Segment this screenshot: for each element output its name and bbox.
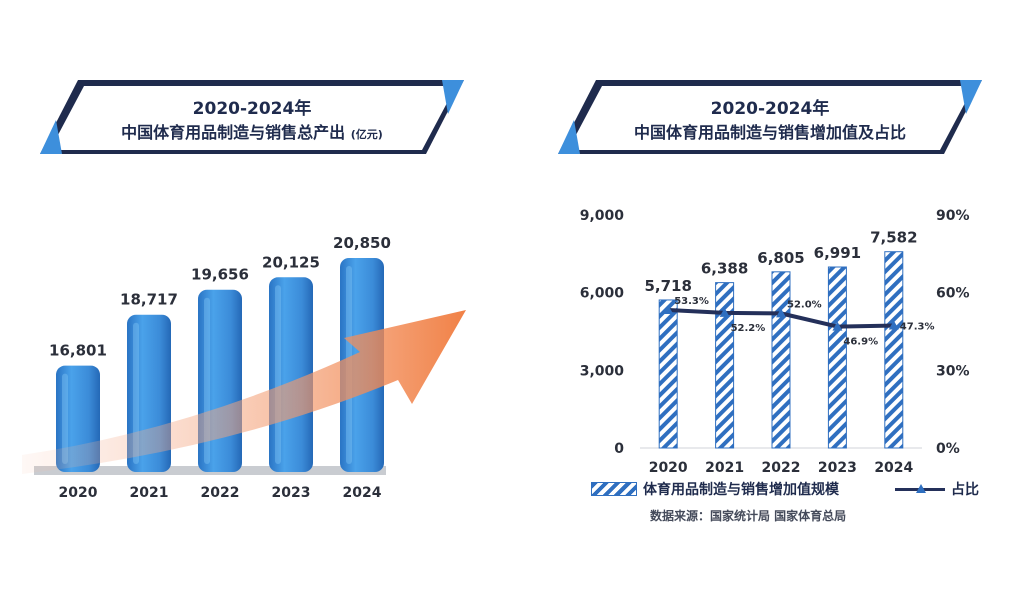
- left-banner-frame: [40, 80, 464, 154]
- right-share-label-2023: 46.9%: [843, 337, 878, 348]
- right-bar-2020: [658, 299, 678, 449]
- right-title-line2: 中国体育用品制造与销售增加值及占比: [633, 123, 906, 142]
- right-bar-value-label-2020: 5,718: [644, 277, 691, 295]
- right-banner-frame: [558, 80, 982, 154]
- right-share-marker-2024: [888, 320, 899, 330]
- left-title-unit: (亿元): [350, 128, 383, 141]
- legend-line-label: 占比: [951, 482, 979, 498]
- legend-item-line: 占比: [895, 479, 979, 499]
- right-y-left-tick-3: 9,000: [580, 208, 625, 224]
- right-bar-2024: [884, 251, 904, 449]
- right-share-marker-2022: [776, 308, 786, 318]
- right-y-left-tick-0: 0: [614, 441, 624, 457]
- right-y-left-tick-2: 6,000: [580, 286, 625, 302]
- left-bar-highlight-2020: [62, 373, 68, 464]
- right-y-right-tick-1: 30%: [936, 363, 970, 379]
- right-y-right-tick-3: 90%: [936, 208, 970, 224]
- right-bar-2022: [771, 271, 791, 449]
- right-bar-value-label-2023: 6,991: [814, 244, 861, 262]
- right-share-label-2022: 52.0%: [787, 299, 822, 310]
- left-value-label-2022: 19,656: [191, 266, 249, 284]
- left-title-banner: 2020-2024年 中国体育用品制造与销售总产出 (亿元): [38, 78, 466, 156]
- right-title-line1: 2020-2024年: [710, 99, 830, 119]
- right-bar-2021: [715, 282, 735, 449]
- left-value-label-2023: 20,125: [262, 253, 320, 271]
- right-share-label-2020: 53.3%: [674, 296, 709, 307]
- left-title-line1: 2020-2024年: [192, 99, 312, 119]
- left-rising-arrow: [22, 310, 466, 474]
- right-title-banner: 2020-2024年 中国体育用品制造与销售增加值及占比: [556, 78, 984, 156]
- left-title-text: 中国体育用品制造与销售总产出: [121, 123, 346, 142]
- left-value-label-2021: 18,717: [120, 291, 178, 309]
- left-x-tick-2020: 2020: [59, 485, 98, 501]
- left-x-tick-2023: 2023: [272, 485, 311, 501]
- right-share-marker-2020: [663, 305, 674, 315]
- legend-line-swatch: [895, 482, 945, 496]
- right-bar-value-label-2024: 7,582: [870, 229, 917, 247]
- left-bar-highlight-2021: [133, 322, 139, 464]
- right-y-right-tick-2: 60%: [936, 286, 970, 302]
- right-y-left-tick-1: 3,000: [580, 363, 625, 379]
- left-x-tick-2022: 2022: [201, 485, 240, 501]
- left-bar-2023: [269, 277, 313, 472]
- right-chart-legend: 体育用品制造与销售增加值规模 占比: [591, 479, 1011, 503]
- right-x-tick-2020: 2020: [649, 460, 688, 476]
- right-share-label-2024: 47.3%: [900, 322, 935, 333]
- left-value-label-2024: 20,850: [333, 234, 391, 252]
- legend-bar-label: 体育用品制造与销售增加值规模: [643, 482, 839, 498]
- right-y-right-tick-0: 0%: [936, 441, 960, 457]
- left-value-label-2020: 16,801: [49, 342, 107, 360]
- left-x-tick-2021: 2021: [130, 485, 169, 501]
- right-bar-2023: [827, 266, 847, 449]
- right-x-tick-2021: 2021: [705, 460, 744, 476]
- right-x-tick-2023: 2023: [818, 460, 857, 476]
- right-share-marker-2021: [719, 307, 730, 317]
- right-x-tick-2022: 2022: [762, 460, 801, 476]
- data-source-note: 数据来源：国家统计局 国家体育总局: [650, 509, 847, 523]
- legend-item-bar: 体育用品制造与销售增加值规模: [591, 479, 839, 499]
- right-bar-value-label-2021: 6,388: [701, 260, 748, 278]
- left-x-tick-2024: 2024: [343, 485, 382, 501]
- right-bar-value-label-2022: 6,805: [757, 249, 804, 267]
- left-title-line2: 中国体育用品制造与销售总产出 (亿元): [38, 119, 466, 143]
- right-x-tick-2024: 2024: [874, 460, 913, 476]
- legend-bar-swatch: [591, 482, 637, 496]
- right-share-label-2021: 52.2%: [731, 323, 766, 334]
- right-share-marker-2023: [832, 321, 843, 331]
